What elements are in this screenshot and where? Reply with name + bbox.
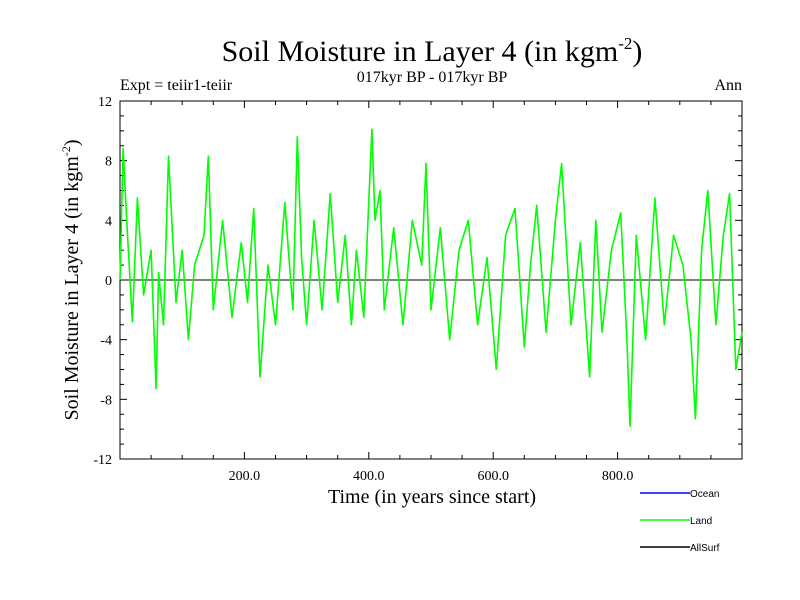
x-tick-label: 600.0 [477, 469, 509, 484]
y-axis-label-main: Soil Moisture in Layer 4 (in kgm [61, 156, 83, 421]
legend-label-allsurf: AllSurf [690, 543, 720, 554]
legend-label-ocean: Ocean [690, 489, 719, 500]
y-axis-label-tail: ) [61, 139, 83, 146]
season-label: Ann [714, 77, 742, 94]
y-tick-label: -8 [100, 393, 112, 408]
legend-label-land: Land [690, 516, 712, 527]
y-tick-label: 12 [98, 95, 112, 110]
x-tick-label: 800.0 [602, 469, 634, 484]
x-tick-label: 400.0 [353, 469, 385, 484]
y-axis-label: Soil Moisture in Layer 4 (in kgm-2) [59, 139, 83, 420]
legend: Ocean Land AllSurf [640, 489, 720, 554]
chart-subtitle: 017kyr BP - 017kyr BP [357, 69, 508, 86]
y-tick-label: 4 [105, 214, 112, 229]
y-axis-label-sup: -2 [59, 146, 73, 156]
series-lines [119, 128, 743, 428]
x-axis-label: Time (in years since start) [328, 486, 536, 508]
chart-title-main: Soil Moisture in Layer 4 (in kgm [222, 35, 619, 68]
axis-ticks: -12 -8 -4 0 4 8 12 200.0 400.0 600.0 800.0 [93, 95, 742, 484]
chart-title: Soil Moisture in Layer 4 (in kgm-2) [222, 34, 643, 68]
chart-title-sup: -2 [618, 34, 632, 53]
expt-label: Expt = teiir1-teiir [120, 77, 233, 94]
y-tick-label: -12 [93, 453, 112, 468]
series-line-land [119, 128, 743, 428]
x-tick-label: 200.0 [229, 469, 261, 484]
y-tick-label: 0 [105, 274, 112, 289]
y-tick-label: -4 [100, 334, 112, 349]
chart-title-tail: ) [632, 35, 642, 68]
y-tick-label: 8 [105, 155, 112, 170]
